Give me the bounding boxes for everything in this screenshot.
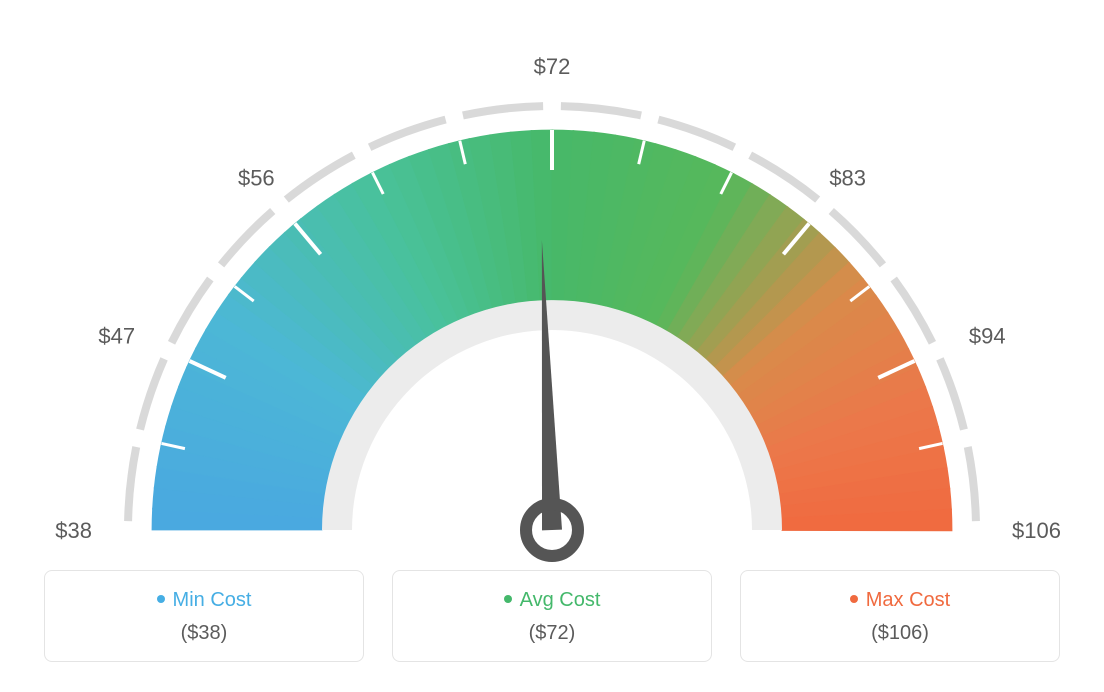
legend-card-min: Min Cost ($38) xyxy=(44,570,364,662)
legend-value-avg: ($72) xyxy=(403,622,701,645)
tick-label: $47 xyxy=(98,324,135,349)
legend-row: Min Cost ($38) Avg Cost ($72) Max Cost (… xyxy=(0,570,1104,692)
legend-title-text: Min Cost xyxy=(173,589,252,611)
legend-title-min: Min Cost xyxy=(55,589,353,612)
dot-icon xyxy=(850,595,858,603)
legend-card-avg: Avg Cost ($72) xyxy=(392,570,712,662)
tick-label: $94 xyxy=(969,324,1006,349)
dot-icon xyxy=(157,595,165,603)
tick-label: $106 xyxy=(1012,518,1061,543)
tick-label: $72 xyxy=(534,54,571,79)
legend-title-text: Max Cost xyxy=(866,589,950,611)
gauge-chart: $38 $47 $56 $72 $83 $94 $106 xyxy=(0,0,1104,570)
tick-label: $83 xyxy=(829,166,866,191)
legend-title-avg: Avg Cost xyxy=(403,589,701,612)
gauge-svg: $38 $47 $56 $72 $83 $94 $106 xyxy=(0,0,1104,570)
tick-label: $38 xyxy=(55,518,92,543)
legend-title-max: Max Cost xyxy=(751,589,1049,612)
legend-title-text: Avg Cost xyxy=(520,589,601,611)
dot-icon xyxy=(504,595,512,603)
legend-card-max: Max Cost ($106) xyxy=(740,570,1060,662)
tick-label: $56 xyxy=(238,166,275,191)
legend-value-max: ($106) xyxy=(751,622,1049,645)
legend-value-min: ($38) xyxy=(55,622,353,645)
